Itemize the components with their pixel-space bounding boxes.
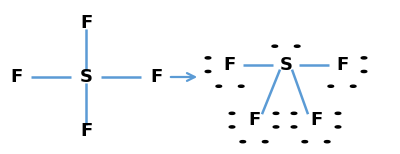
Circle shape	[335, 126, 341, 128]
Text: F: F	[10, 68, 22, 86]
Circle shape	[350, 85, 356, 87]
Circle shape	[328, 85, 334, 87]
Text: F: F	[248, 111, 260, 129]
Circle shape	[324, 141, 330, 143]
Text: F: F	[80, 122, 92, 140]
Circle shape	[361, 57, 367, 59]
Circle shape	[273, 112, 279, 114]
Text: S: S	[280, 56, 292, 74]
Text: S: S	[80, 68, 92, 86]
Circle shape	[361, 70, 367, 73]
Circle shape	[205, 57, 211, 59]
Text: F: F	[310, 111, 322, 129]
Circle shape	[216, 85, 222, 87]
Circle shape	[291, 112, 297, 114]
Text: F: F	[336, 56, 348, 74]
Text: F: F	[80, 14, 92, 32]
Circle shape	[262, 141, 268, 143]
Circle shape	[205, 70, 211, 73]
Text: F: F	[224, 56, 236, 74]
Circle shape	[240, 141, 246, 143]
Text: F: F	[150, 68, 162, 86]
Circle shape	[335, 112, 341, 114]
Circle shape	[272, 45, 278, 47]
Circle shape	[229, 126, 235, 128]
Circle shape	[238, 85, 244, 87]
Circle shape	[291, 126, 297, 128]
Circle shape	[294, 45, 300, 47]
Circle shape	[273, 126, 279, 128]
Circle shape	[229, 112, 235, 114]
Circle shape	[302, 141, 308, 143]
